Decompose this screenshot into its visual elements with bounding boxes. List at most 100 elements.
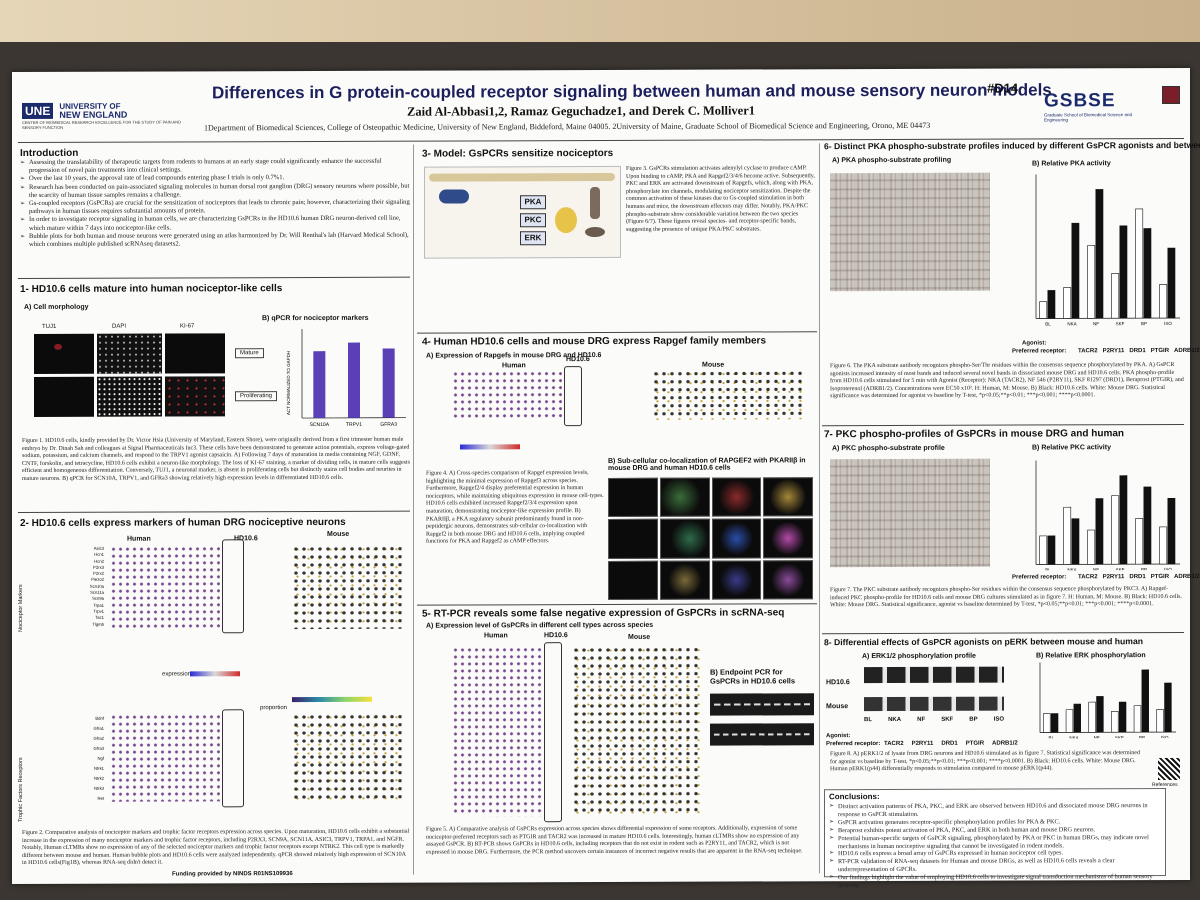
tick-label: NKA <box>1069 735 1078 738</box>
affiliations: 1Department of Biomedical Sciences, Coll… <box>204 120 931 133</box>
tick-label: SKF <box>1115 735 1124 738</box>
hd10-6-bar <box>1095 189 1104 319</box>
s2-heading: 2- HD10.6 cells express markers of human… <box>20 516 346 530</box>
figure5-caption: Figure 5. A) Comparative analysis of GsP… <box>426 825 803 856</box>
hd10-6-bar <box>1096 696 1104 733</box>
intro-section: Introduction Assessing the translatabili… <box>20 147 410 250</box>
mouse-bar <box>1133 705 1142 733</box>
tick-label: NKA <box>1067 321 1076 326</box>
figure8-caption: Figure 8. A) pERK1/2 of lysate from DRG … <box>830 750 1140 773</box>
erk-activity-chart: BL NKA NF SKF BP ISO <box>1039 662 1176 739</box>
micrograph <box>711 560 762 600</box>
receptor-label: ADRB1/2 <box>992 740 1018 747</box>
agonist-label: NKA <box>888 716 902 723</box>
expression-colorbar <box>190 671 240 677</box>
receptor-label: PTGIR <box>965 740 985 747</box>
gene-label: Gfra3 <box>93 745 104 751</box>
mouse-bar <box>1111 495 1120 565</box>
human-figure-icon <box>590 187 600 220</box>
row-label-proliferating: Proliferating <box>235 391 278 402</box>
authors: Zaid Al-Abbasi1,2, Ramaz Geguchadze1, an… <box>407 103 756 119</box>
pcr-gel-1 <box>710 693 814 716</box>
qpcr-tick-label: TRPV1 <box>346 422 362 428</box>
trophic-receptors-label: Trophic Factors Receptors <box>18 757 24 823</box>
hd10-6-bar <box>1167 497 1176 565</box>
erk-blot-mouse <box>864 696 1004 712</box>
qpcr-bar <box>313 351 326 419</box>
rapgef-mouse-bubble-plot <box>652 369 802 420</box>
figure2-caption: Figure 2. Comparative analysis of nocice… <box>22 828 410 867</box>
qpcr-ylabel: ACT NORMALIZED TO GAPDH <box>286 351 291 415</box>
gene-label: Ret <box>97 795 104 801</box>
divider <box>822 423 1184 427</box>
hd10-6-bar <box>1119 225 1128 319</box>
s7-receptor-list: TACR2 P2RY11 DRD1 PTGIR ADRB1/2 <box>1078 574 1200 580</box>
rapgef-colorbar <box>460 444 520 450</box>
tick-label: BP <box>1141 321 1147 326</box>
intro-bullet: Bubble plots for both human and mouse ne… <box>29 231 410 249</box>
micrograph-tuj1-proliferating <box>34 376 94 417</box>
receptor-label: DRD1 <box>1129 348 1146 355</box>
s6-b-label: B) Relative PKA activity <box>1032 160 1111 168</box>
divider <box>822 631 1184 635</box>
micrograph-dapi-mature <box>97 333 162 374</box>
micrograph <box>711 518 762 559</box>
s2-mouse-label: Mouse <box>327 530 350 538</box>
gsbse-logo-mark: GSBSE <box>1044 90 1116 112</box>
micrograph <box>659 518 710 559</box>
s8-heading: 8- Differential effects of GsPCR agonist… <box>824 636 1143 648</box>
rapgef-human-bubble-plot <box>452 370 562 421</box>
figure1-caption: Figure 1. HD10.6 cells, kindly provided … <box>22 436 410 482</box>
tick-label: NF <box>1094 735 1100 738</box>
s4-hd-label: HD10.6 <box>566 356 590 364</box>
gene-label: Gfra1 <box>93 725 104 731</box>
model-diagram: PKA PKC ERK <box>424 165 621 259</box>
erk-agonist-list: BL NKA NF SKF BP ISO <box>864 717 1004 723</box>
mouse-bar <box>1135 518 1144 565</box>
hd10-6-bar <box>1095 498 1104 565</box>
receptor-label: PTGIR <box>1150 574 1170 581</box>
qpcr-tick-label: GFRA3 <box>380 422 397 428</box>
gene-label: Ntrk3 <box>93 785 104 791</box>
hd10-6-bar <box>1167 247 1176 319</box>
divider <box>417 331 817 334</box>
s5-b-label: B) Endpoint PCR for GsPCRs in HD10.6 cel… <box>710 667 796 686</box>
micrograph-dapi-proliferating <box>97 376 162 417</box>
mouse-bar <box>1159 526 1168 565</box>
tick-label: BL <box>1049 735 1055 738</box>
s3-heading: 3- Model: GsPCRs sensitize nociceptors <box>422 147 614 160</box>
hd10-6-bar <box>1141 669 1149 733</box>
mouse-bar <box>1111 273 1120 319</box>
gene-label: Ngf <box>97 755 104 761</box>
stain-label-tuj1: TUJ1 <box>42 323 57 330</box>
tick-label: BP <box>1139 735 1145 738</box>
receptor-label: ADRB1/2 <box>1174 347 1200 354</box>
row-label-mature: Mature <box>235 348 264 359</box>
une-logo-mark: UNE <box>22 102 54 120</box>
conclusion-bullet: RT-PCR validation of RNA-seq datasets fo… <box>838 857 1161 874</box>
qr-code-icon <box>1158 757 1180 781</box>
figure6-caption: Figure 6. The PKA substrate antibody rec… <box>830 361 1184 400</box>
receptor-label: P2RY11 <box>1102 574 1125 581</box>
adenylyl-cyclase-shape <box>439 189 469 204</box>
receptor-label: P2RY11 <box>911 740 934 747</box>
gsbse-sub: Graduate School of Biomedical Science an… <box>1044 112 1133 123</box>
intro-bullets: Assessing the translatability of therape… <box>20 158 410 250</box>
intro-bullet: In order to investigate receptor signali… <box>29 215 410 233</box>
receptor-label: TACR2 <box>1078 574 1098 581</box>
qpcr-bar <box>348 342 360 418</box>
pka-x-axis <box>1036 317 1180 319</box>
nociceptor-markers-label: Nociceptor Markers <box>18 584 24 633</box>
conclusions-heading: Conclusions: <box>829 792 880 802</box>
intro-bullet: Gs-coupled receptors (GsPCRs) are crucia… <box>29 199 410 217</box>
pkc-activity-chart: BL NKA NF SKF BP ISO <box>1035 460 1180 571</box>
receptor-label: ADRB1/2 <box>1174 573 1200 580</box>
rapgef-hd10-6-box <box>564 366 582 427</box>
receptor-label: DRD1 <box>941 740 958 747</box>
s4-mouse-label: Mouse <box>702 361 725 369</box>
micrograph <box>711 477 762 517</box>
micrograph <box>763 518 813 559</box>
divider <box>417 603 817 606</box>
gene-label: Gfra2 <box>93 735 104 741</box>
mouse-bar <box>1065 709 1074 733</box>
